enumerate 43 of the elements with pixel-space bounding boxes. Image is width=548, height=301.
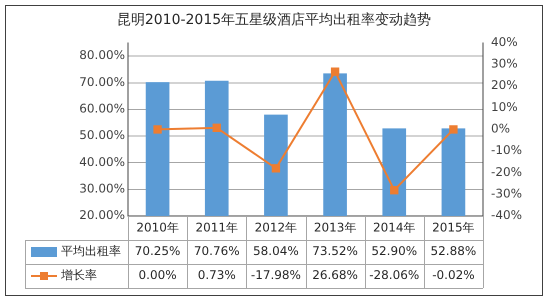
y2-tick-label: 30%: [491, 56, 518, 71]
x-tick-label: 2011年: [195, 220, 238, 234]
legend-label: 增长率: [60, 268, 97, 282]
legend-label: 平均出租率: [61, 244, 121, 258]
y-tick-label: 80.00%: [79, 48, 125, 62]
chart-title: 昆明2010-2015年五星级酒店平均出租率变动趋势: [116, 12, 432, 28]
point: [153, 125, 162, 134]
y-tick-label: 20.00%: [79, 208, 125, 222]
y-tick-label: 30.00%: [79, 181, 125, 196]
data-label: 0.73%: [198, 268, 236, 282]
data-label: 58.04%: [253, 244, 299, 258]
y2-tick-label: 40%: [491, 34, 518, 49]
data-label: 26.68%: [312, 268, 358, 282]
y-tick-label: 60.00%: [79, 102, 125, 116]
y2-tick-label: 0%: [491, 122, 510, 136]
y2-tick-label: 10%: [491, 100, 518, 114]
point: [212, 124, 221, 132]
y2-tick-label: 20%: [491, 78, 518, 92]
point: [449, 125, 458, 134]
y2-tick-label: -30%: [491, 186, 522, 200]
y-tick-label: 40.00%: [79, 154, 125, 169]
data-label: 73.52%: [312, 244, 358, 258]
data-label: -17.98%: [250, 268, 301, 282]
data-label: 70.76%: [194, 244, 240, 258]
y2-tick-label: -40%: [491, 208, 522, 222]
y-tick-label: 50.00%: [79, 128, 125, 142]
x-tick-label: 2012年: [254, 220, 298, 234]
x-tick-label: 2014年: [372, 220, 416, 234]
data-label: 52.88%: [430, 244, 476, 258]
y2-tick-label: -20%: [491, 164, 522, 179]
data-label: 52.90%: [371, 244, 418, 258]
x-tick-label: 2015年: [432, 220, 475, 234]
data-label: 70.25%: [134, 244, 180, 258]
point: [272, 164, 280, 173]
point: [330, 67, 340, 76]
point: [390, 186, 398, 194]
x-tick-label: 2013年: [314, 220, 356, 234]
y2-tick-label: -10%: [491, 143, 522, 158]
y-tick-label: 70.00%: [79, 74, 125, 89]
data-label: 0.00%: [138, 268, 177, 282]
data-label: -28.06%: [369, 268, 420, 282]
data-label: -0.02%: [432, 268, 475, 282]
x-tick-label: 2010年: [136, 220, 179, 234]
